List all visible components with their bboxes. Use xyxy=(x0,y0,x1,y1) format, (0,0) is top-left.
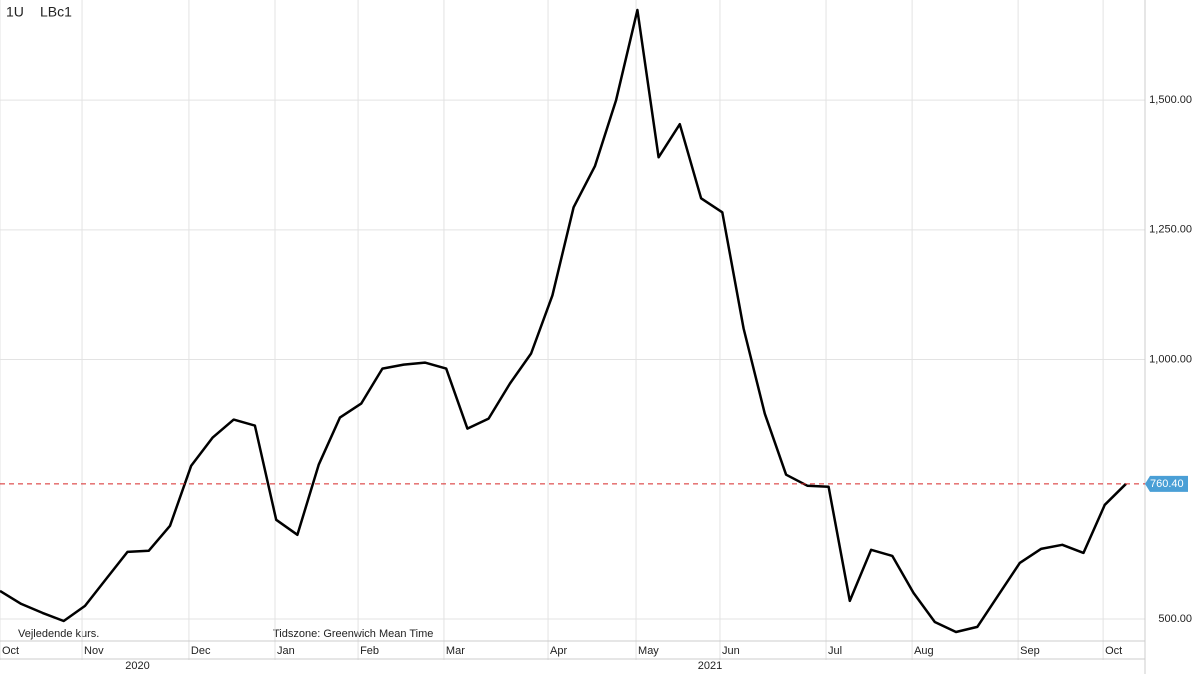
y-tick-label: 1,250.00 xyxy=(1149,224,1192,236)
x-tick-label: Oct xyxy=(1105,645,1122,657)
x-tick-label: Aug xyxy=(914,645,934,657)
y-tick-label: 1,500.00 xyxy=(1149,94,1192,106)
x-tick-label: May xyxy=(638,645,659,657)
x-tick-label: Sep xyxy=(1020,645,1040,657)
year-label: 2021 xyxy=(698,660,722,672)
price-line xyxy=(0,8,1127,634)
header-ric: LBc1 xyxy=(40,4,72,20)
x-tick-label: Jul xyxy=(828,645,842,657)
note: Vejledende kurs. xyxy=(18,628,99,640)
y-tick-label: 500.00 xyxy=(1158,613,1192,625)
x-tick-label: Oct xyxy=(2,645,19,657)
x-tick-label: Feb xyxy=(360,645,379,657)
x-tick-label: Mar xyxy=(446,645,465,657)
year-label: 2020 xyxy=(125,660,149,672)
last-value-badge xyxy=(1145,475,1188,492)
x-tick-label: Nov xyxy=(84,645,104,657)
last-value-label: 760.40 xyxy=(1150,478,1184,490)
note: Tidszone: Greenwich Mean Time xyxy=(273,628,433,640)
x-tick-label: Jun xyxy=(722,645,740,657)
x-tick-label: Dec xyxy=(191,645,211,657)
header-code: 1U xyxy=(6,4,24,20)
y-tick-label: 1,000.00 xyxy=(1149,353,1192,365)
x-tick-label: Apr xyxy=(550,645,567,657)
x-tick-label: Jan xyxy=(277,645,295,657)
